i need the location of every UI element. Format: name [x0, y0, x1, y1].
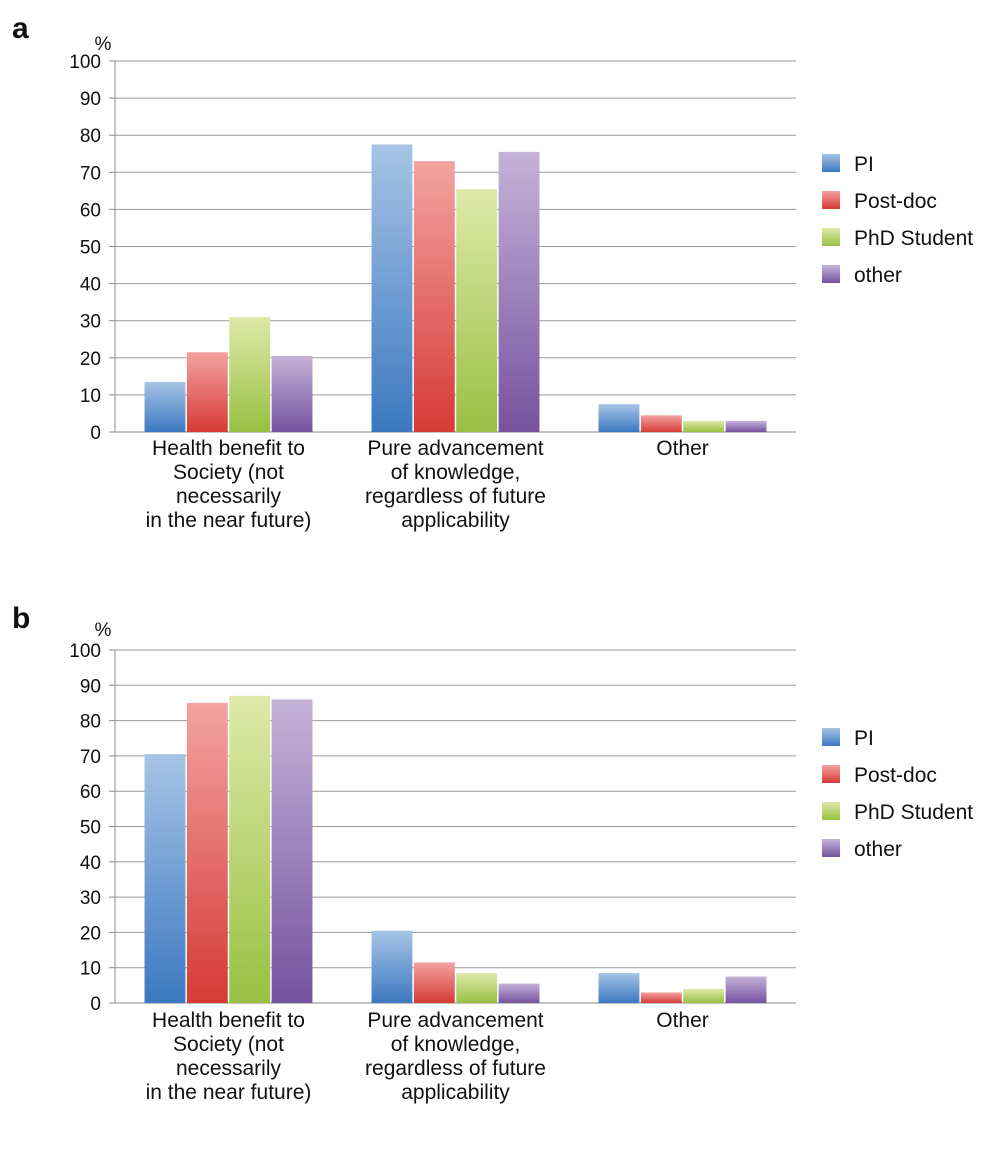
x-category-label: Other: [656, 437, 709, 460]
y-tick-label: 70: [80, 163, 101, 184]
gridlines: [109, 60, 796, 433]
y-tick-label: 0: [90, 994, 101, 1015]
y-tick-labels: 0 10 20 30 40 50 60 70 80 90 100: [69, 52, 101, 444]
y-tick-label: 0: [90, 423, 101, 444]
bar: [144, 381, 186, 432]
x-category-label: regardless of future: [365, 1057, 546, 1080]
y-tick-label: 80: [80, 712, 101, 733]
y-tick-label: 40: [80, 853, 101, 874]
legend-label: Post-doc: [854, 764, 937, 787]
y-tick-label: 50: [80, 818, 101, 839]
legend-label: PhD Student: [854, 227, 973, 250]
legend-label: Post-doc: [854, 190, 937, 213]
y-tick-label: 100: [69, 52, 101, 73]
legend-swatch: [822, 265, 840, 283]
x-category-label: Health benefit to: [152, 1009, 305, 1032]
y-tick-label: 50: [80, 238, 101, 259]
bar: [683, 988, 725, 1003]
legend: PI Post-doc PhD Student other: [822, 153, 973, 287]
y-tick-label: 90: [80, 676, 101, 697]
legend-swatch: [822, 228, 840, 246]
legend-swatch: [822, 191, 840, 209]
y-tick-labels: 0 10 20 30 40 50 60 70 80 90 100: [69, 641, 101, 1015]
bar: [725, 420, 767, 432]
bar: [229, 695, 271, 1003]
y-tick-label: 10: [80, 386, 101, 407]
bar: [640, 415, 682, 432]
x-category-label: Society (not: [173, 1033, 284, 1056]
y-tick-label: 100: [69, 641, 101, 662]
x-category-label: Health benefit to: [152, 437, 305, 460]
bar: [229, 316, 271, 432]
y-tick-label: 60: [80, 782, 101, 803]
bar: [640, 992, 682, 1003]
y-axis-unit: %: [95, 620, 112, 641]
x-category-label: of knowledge,: [391, 461, 521, 484]
x-category-label: Pure advancement: [367, 437, 543, 460]
bar: [598, 972, 640, 1003]
legend-label: PhD Student: [854, 801, 973, 824]
bar: [498, 151, 540, 432]
bar: [371, 930, 413, 1003]
y-tick-label: 40: [80, 275, 101, 296]
legend-label: PI: [854, 153, 874, 176]
y-tick-label: 30: [80, 312, 101, 333]
bar: [413, 161, 455, 433]
chart-panel-b: b % 0 10 20 30 40 50 60 70 80 90 100 Health benefi…: [12, 602, 973, 1104]
x-category-label: Pure advancement: [367, 1009, 543, 1032]
chart-panel-a: a % 0 10 20 30 40 50 60 70 80 90 100 Health benefi…: [12, 12, 973, 532]
bar: [725, 976, 767, 1003]
legend-swatch: [822, 802, 840, 820]
x-category-label: of knowledge,: [391, 1033, 521, 1056]
bar: [683, 420, 725, 432]
legend-label: other: [854, 838, 902, 861]
bars: [144, 695, 767, 1003]
bar: [498, 983, 540, 1003]
y-tick-label: 70: [80, 747, 101, 768]
panel-letter: a: [12, 12, 29, 45]
x-category-label: Other: [656, 1009, 709, 1032]
legend-label: PI: [854, 727, 874, 750]
x-category-label: in the near future): [146, 509, 312, 532]
x-category-label: necessarily: [176, 1057, 282, 1080]
bar: [186, 352, 228, 432]
legend-swatch: [822, 154, 840, 172]
y-tick-label: 90: [80, 89, 101, 110]
bars: [144, 144, 767, 433]
y-tick-label: 80: [80, 126, 101, 147]
x-category-label: applicability: [401, 1081, 510, 1104]
x-category-label: regardless of future: [365, 485, 546, 508]
bar: [456, 972, 498, 1003]
y-axis-unit: %: [95, 34, 112, 55]
y-tick-label: 20: [80, 349, 101, 370]
bar: [186, 702, 228, 1003]
x-category-label: necessarily: [176, 485, 282, 508]
x-category-label: applicability: [401, 509, 510, 532]
bar: [271, 355, 313, 432]
bar: [371, 144, 413, 432]
bar: [413, 962, 455, 1003]
bar: [271, 699, 313, 1003]
legend-label: other: [854, 264, 902, 287]
legend-swatch: [822, 728, 840, 746]
legend: PI Post-doc PhD Student other: [822, 727, 973, 861]
x-category-label: Society (not: [173, 461, 284, 484]
bar: [598, 404, 640, 432]
gridlines: [109, 649, 796, 1004]
y-tick-label: 10: [80, 959, 101, 980]
bar: [456, 188, 498, 432]
y-tick-label: 60: [80, 200, 101, 221]
bar: [144, 754, 186, 1003]
y-tick-label: 30: [80, 888, 101, 909]
legend-swatch: [822, 765, 840, 783]
x-category-label: in the near future): [146, 1081, 312, 1104]
legend-swatch: [822, 839, 840, 857]
y-tick-label: 20: [80, 923, 101, 944]
panel-letter: b: [12, 602, 30, 635]
